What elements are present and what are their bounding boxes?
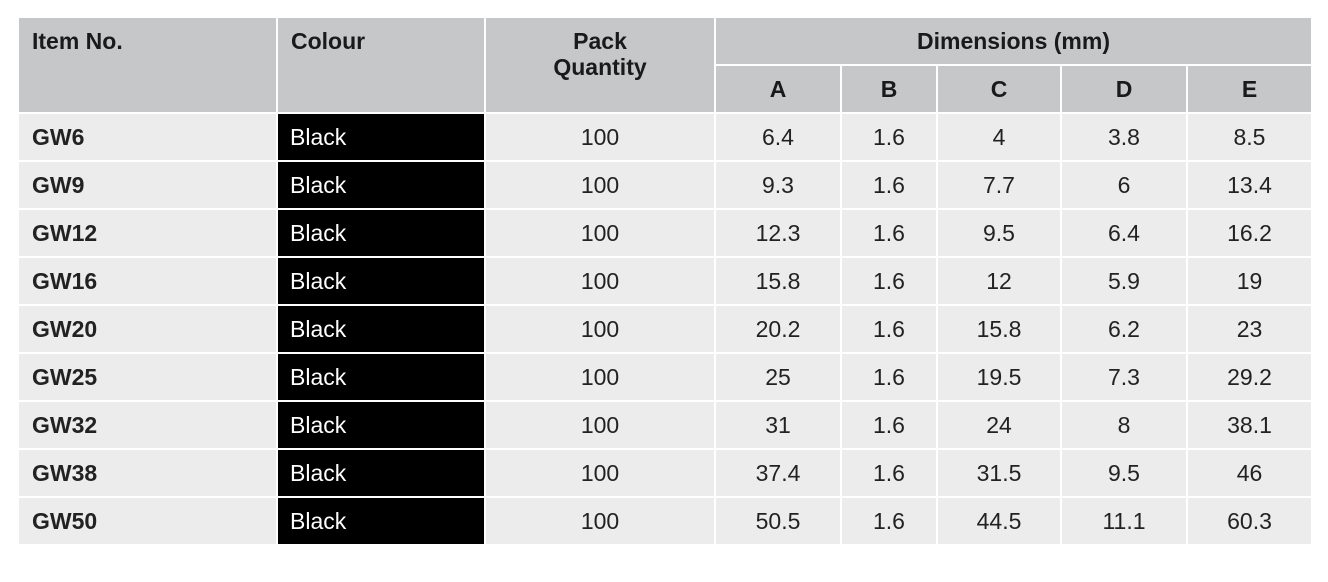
table-cell: GW20 xyxy=(17,304,278,354)
table-cell: Black xyxy=(276,160,486,210)
table-cell: 11.1 xyxy=(1060,496,1188,546)
table-cell: 50.5 xyxy=(714,496,842,546)
table-cell: 6.2 xyxy=(1060,304,1188,354)
table-cell: 100 xyxy=(484,208,716,258)
table-row: GW9 Black 100 9.3 1.6 7.7 6 13.4 xyxy=(17,160,1313,210)
table-cell: Black xyxy=(276,112,486,162)
table-cell: 1.6 xyxy=(840,496,938,546)
table-cell: 7.3 xyxy=(1060,352,1188,402)
table-cell: 5.9 xyxy=(1060,256,1188,306)
table-cell: 8 xyxy=(1060,400,1188,450)
table-cell: 100 xyxy=(484,112,716,162)
table-row: GW6 Black 100 6.4 1.6 4 3.8 8.5 xyxy=(17,112,1313,162)
table-cell: Black xyxy=(276,256,486,306)
header-cell: C xyxy=(936,64,1062,114)
table-cell: 60.3 xyxy=(1186,496,1313,546)
table-cell: GW6 xyxy=(17,112,278,162)
table-cell: 100 xyxy=(484,400,716,450)
table-cell: GW38 xyxy=(17,448,278,498)
table-cell: GW32 xyxy=(17,400,278,450)
table-cell: 15.8 xyxy=(936,304,1062,354)
table-row: GW38 Black 100 37.4 1.6 31.5 9.5 46 xyxy=(17,448,1313,498)
header-cell: A xyxy=(714,64,842,114)
table-row: GW16 Black 100 15.8 1.6 12 5.9 19 xyxy=(17,256,1313,306)
table-cell: GW50 xyxy=(17,496,278,546)
table-cell: 1.6 xyxy=(840,352,938,402)
table-cell: 100 xyxy=(484,448,716,498)
header-cell: Dimensions (mm) xyxy=(714,16,1313,66)
table-cell: 24 xyxy=(936,400,1062,450)
header-cell: Colour xyxy=(276,16,486,114)
table-cell: 19.5 xyxy=(936,352,1062,402)
table-cell: Black xyxy=(276,448,486,498)
table-cell: 37.4 xyxy=(714,448,842,498)
header-cell: E xyxy=(1186,64,1313,114)
table-cell: 1.6 xyxy=(840,160,938,210)
table-cell: 100 xyxy=(484,496,716,546)
table-cell: 46 xyxy=(1186,448,1313,498)
table-cell: 1.6 xyxy=(840,208,938,258)
table-cell: Black xyxy=(276,352,486,402)
table-cell: 38.1 xyxy=(1186,400,1313,450)
table-cell: 13.4 xyxy=(1186,160,1313,210)
table-cell: 4 xyxy=(936,112,1062,162)
table-cell: 16.2 xyxy=(1186,208,1313,258)
table-cell: 20.2 xyxy=(714,304,842,354)
table-cell: Black xyxy=(276,208,486,258)
table-cell: 15.8 xyxy=(714,256,842,306)
table-cell: GW25 xyxy=(17,352,278,402)
table-row: GW12 Black 100 12.3 1.6 9.5 6.4 16.2 xyxy=(17,208,1313,258)
table-cell: 6.4 xyxy=(714,112,842,162)
table-cell: 100 xyxy=(484,352,716,402)
table-cell: 8.5 xyxy=(1186,112,1313,162)
table-cell: 1.6 xyxy=(840,400,938,450)
table-cell: Black xyxy=(276,496,486,546)
table-row: GW25 Black 100 25 1.6 19.5 7.3 29.2 xyxy=(17,352,1313,402)
table-cell: Black xyxy=(276,400,486,450)
table-row: GW20 Black 100 20.2 1.6 15.8 6.2 23 xyxy=(17,304,1313,354)
table-cell: 29.2 xyxy=(1186,352,1313,402)
table-cell: 25 xyxy=(714,352,842,402)
table-cell: 1.6 xyxy=(840,304,938,354)
header-cell: D xyxy=(1060,64,1188,114)
table-cell: 7.7 xyxy=(936,160,1062,210)
header-cell: B xyxy=(840,64,938,114)
table-cell: 9.5 xyxy=(936,208,1062,258)
table-cell: GW12 xyxy=(17,208,278,258)
table-cell: 12.3 xyxy=(714,208,842,258)
table-cell: 3.8 xyxy=(1060,112,1188,162)
spec-table: Item No. Colour Pack Quantity Dimensions… xyxy=(17,16,1313,546)
table-cell: 6 xyxy=(1060,160,1188,210)
table-cell: 6.4 xyxy=(1060,208,1188,258)
table-cell: GW16 xyxy=(17,256,278,306)
table-cell: 9.3 xyxy=(714,160,842,210)
table-cell: 31.5 xyxy=(936,448,1062,498)
header-cell: Pack Quantity xyxy=(484,16,716,114)
header-cell: Item No. xyxy=(17,16,278,114)
table-cell: 44.5 xyxy=(936,496,1062,546)
table-cell: 100 xyxy=(484,256,716,306)
table-row: GW32 Black 100 31 1.6 24 8 38.1 xyxy=(17,400,1313,450)
header-text: Pack Quantity xyxy=(553,28,647,80)
table-cell: 100 xyxy=(484,160,716,210)
table-cell: GW9 xyxy=(17,160,278,210)
table-cell: 1.6 xyxy=(840,448,938,498)
table-cell: 1.6 xyxy=(840,256,938,306)
table-cell: 100 xyxy=(484,304,716,354)
table-cell: 19 xyxy=(1186,256,1313,306)
table-cell: 1.6 xyxy=(840,112,938,162)
table-cell: Black xyxy=(276,304,486,354)
table-cell: 31 xyxy=(714,400,842,450)
table-cell: 9.5 xyxy=(1060,448,1188,498)
table-row: GW50 Black 100 50.5 1.6 44.5 11.1 60.3 xyxy=(17,496,1313,546)
table-cell: 23 xyxy=(1186,304,1313,354)
table-cell: 12 xyxy=(936,256,1062,306)
